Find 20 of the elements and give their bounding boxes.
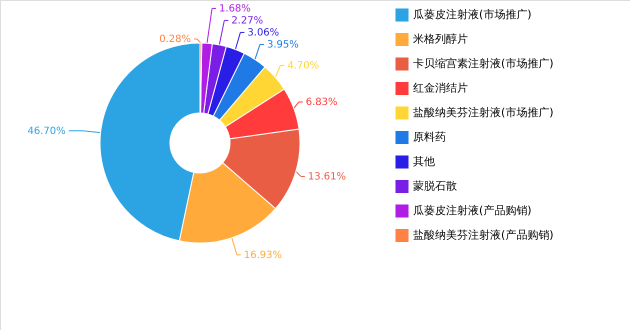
legend-label: 其他 (413, 155, 435, 168)
data-label: 13.61% (308, 171, 346, 182)
data-label: 2.27% (231, 15, 264, 26)
legend-label: 瓜蒌皮注射液(市场推广) (413, 8, 532, 21)
data-label: 4.70% (287, 60, 320, 72)
data-label: 3.06% (247, 27, 280, 38)
legend-label: 卡贝缩宫素注射液(市场推广) (413, 57, 554, 70)
legend-label: 瓜蒌皮注射液(产品购销) (413, 204, 532, 217)
data-label: 3.95% (266, 39, 299, 50)
legend-label: 蒙脱石散 (413, 180, 457, 192)
data-label: 6.83% (306, 97, 338, 108)
legend-label: 盐酸纳美芬注射液(市场推广) (413, 106, 554, 119)
legend-label: 红金消结片 (413, 82, 468, 94)
legend-label: 盐酸纳美芬注射液(产品购销) (413, 228, 554, 242)
data-label: 0.28% (159, 34, 191, 45)
data-label: 1.68% (219, 3, 251, 14)
legend-label: 米格列醇片 (413, 32, 468, 46)
data-label: 46.70% (27, 126, 66, 137)
legend-label: 原料药 (413, 130, 446, 144)
data-label: 16.93% (244, 250, 282, 261)
